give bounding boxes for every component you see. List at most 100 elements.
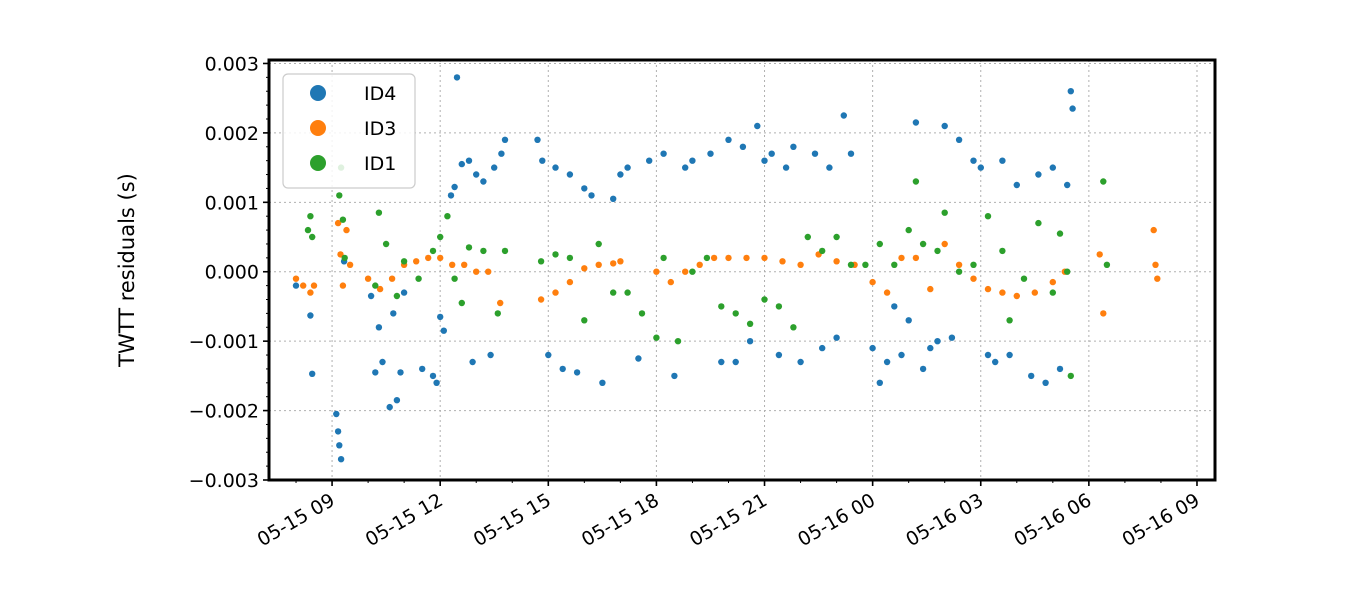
data-point [1100, 178, 1107, 185]
data-point [667, 278, 674, 286]
data-point [1042, 379, 1049, 386]
data-point [595, 261, 602, 268]
data-point [876, 379, 883, 386]
data-point [674, 338, 682, 345]
data-point [581, 317, 588, 324]
data-point [437, 233, 444, 241]
data-point [689, 157, 696, 164]
data-point [497, 299, 504, 307]
data-point [725, 254, 732, 262]
series-id3 [292, 219, 1161, 317]
data-point [334, 428, 342, 435]
data-point [465, 244, 473, 251]
data-point [775, 351, 783, 359]
data-point [1013, 181, 1020, 189]
data-point [970, 261, 977, 268]
data-point [1056, 365, 1064, 373]
data-point [461, 261, 468, 268]
data-point [429, 372, 437, 380]
data-point [1056, 230, 1064, 237]
data-point [912, 178, 920, 185]
data-point [999, 247, 1006, 255]
data-point [537, 296, 545, 303]
data-point [485, 268, 492, 275]
data-point [310, 282, 318, 289]
data-point [1006, 317, 1013, 324]
data-point [984, 213, 992, 220]
data-point [970, 157, 977, 164]
data-point [761, 296, 768, 303]
data-point [992, 358, 999, 366]
data-point [1035, 171, 1042, 178]
grid-lines [269, 60, 1215, 480]
data-point [689, 268, 696, 275]
x-tick-label: 05-16 00 [794, 489, 879, 551]
data-point [955, 268, 963, 275]
data-point [1096, 251, 1103, 258]
data-point [746, 338, 754, 345]
data-point [473, 171, 480, 178]
x-tick-label: 05-15 09 [254, 489, 339, 551]
data-point [1064, 181, 1071, 189]
data-point [309, 370, 316, 377]
data-point [671, 372, 678, 380]
x-tick-label: 05-15 18 [578, 489, 663, 551]
data-point [437, 254, 444, 262]
y-tick-label: −0.001 [189, 331, 259, 353]
data-point [372, 282, 379, 289]
data-point [646, 157, 653, 164]
data-point [883, 358, 891, 366]
x-tick-label: 05-15 15 [470, 489, 555, 551]
data-point [1013, 292, 1020, 300]
data-point [559, 365, 566, 373]
x-tick-label: 05-16 03 [902, 489, 987, 551]
data-point [624, 289, 631, 296]
data-point [775, 303, 783, 310]
data-point [599, 379, 606, 386]
y-tick-label: 0.001 [205, 192, 259, 214]
data-point [334, 219, 342, 227]
data-point [429, 247, 437, 255]
data-point [437, 313, 444, 321]
data-point [883, 289, 891, 296]
data-point [912, 254, 920, 262]
data-point [718, 358, 725, 366]
data-point [1150, 226, 1157, 234]
data-point [566, 278, 574, 286]
data-point [453, 74, 461, 81]
data-point [948, 334, 956, 341]
axis-ticks [263, 62, 1198, 486]
data-point [743, 254, 750, 262]
data-point [498, 150, 505, 157]
x-tick-labels: 05-15 09 05-15 12 05-15 15 05-15 18 05-15 21… [254, 489, 1204, 551]
data-point [309, 233, 316, 241]
data-point [1028, 372, 1035, 380]
series-id4 [292, 74, 1076, 463]
data-point [1100, 310, 1107, 317]
data-point [768, 150, 775, 157]
data-point [660, 254, 667, 262]
data-point [552, 289, 559, 296]
data-point [307, 312, 314, 319]
plot-frame [267, 58, 1217, 482]
data-point [941, 209, 948, 216]
data-point [638, 310, 646, 317]
data-point [790, 143, 797, 150]
data-point [732, 358, 739, 366]
data-point [718, 303, 725, 310]
data-point [696, 261, 703, 268]
data-point [919, 365, 927, 373]
data-point [440, 327, 447, 334]
data-point [1020, 275, 1028, 282]
data-point [415, 275, 422, 282]
data-point [703, 254, 711, 262]
data-point [386, 403, 393, 411]
data-point [898, 254, 905, 262]
data-point [653, 268, 660, 275]
data-point [400, 258, 408, 265]
data-point [905, 226, 912, 234]
legend-marker-id3 [310, 120, 326, 136]
data-point [501, 136, 509, 143]
data-point [826, 164, 833, 171]
data-point [761, 254, 768, 262]
